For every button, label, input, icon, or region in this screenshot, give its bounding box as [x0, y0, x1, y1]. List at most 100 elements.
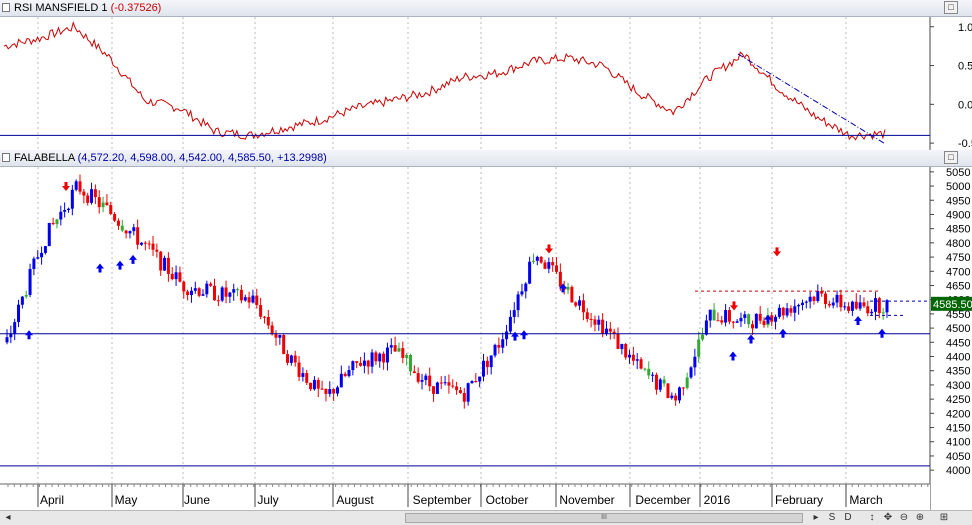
buy-arrow-icon	[511, 331, 519, 341]
candle-body	[412, 371, 416, 374]
candle-body	[347, 370, 351, 376]
candle-body	[812, 296, 816, 302]
candle-body	[51, 222, 55, 225]
candle-body	[36, 257, 40, 259]
rsi-pane-maximize-button[interactable]: □	[944, 1, 958, 14]
candle-body	[631, 354, 635, 361]
symbol-name: FALABELLA	[14, 152, 75, 164]
candle-body	[43, 246, 47, 253]
candle-body	[32, 258, 36, 270]
nav-button-s[interactable]: S	[828, 512, 836, 523]
candle-body	[862, 302, 866, 307]
candle-body	[743, 314, 747, 318]
candle-body	[877, 298, 881, 313]
price-pane-maximize-button[interactable]: □	[944, 151, 958, 164]
move-icon[interactable]: ✥	[883, 512, 893, 523]
candle-body	[143, 242, 147, 244]
candle-body	[259, 305, 263, 317]
candle-body	[155, 249, 159, 252]
candle-body	[236, 289, 240, 291]
horizontal-scrollbar[interactable]: ◂ III ▸ S D ↕ ✥ ⊖ ⊕ ⊞	[0, 510, 972, 525]
candle-body	[612, 331, 616, 334]
candle-body	[359, 362, 363, 366]
candle-body	[528, 261, 532, 284]
candle-body	[78, 181, 82, 192]
buy-arrow-icon	[779, 328, 787, 338]
candle-body	[355, 361, 359, 363]
candle-body	[704, 320, 708, 335]
candle-body	[735, 321, 739, 323]
candle-body	[854, 301, 858, 309]
candle-body	[193, 288, 197, 291]
candle-body	[727, 310, 731, 322]
candle-body	[593, 319, 597, 325]
pane-indicator-icon	[2, 153, 10, 162]
candle-body	[397, 348, 401, 352]
candle-body	[531, 260, 535, 262]
sell-arrow-icon	[545, 244, 553, 254]
candle-body	[508, 316, 512, 332]
candle-body	[70, 189, 74, 209]
candle-body	[793, 306, 797, 313]
candle-body	[870, 311, 874, 314]
candle-body	[197, 288, 201, 296]
price-axis-label: 4850	[946, 224, 970, 236]
scroll-left-icon[interactable]: ◂	[5, 512, 11, 523]
candle-body	[374, 352, 378, 362]
candle-body	[113, 213, 117, 221]
candle-body	[90, 189, 94, 203]
candle-body	[758, 313, 762, 321]
candle-body	[797, 305, 801, 307]
candle-body	[170, 273, 174, 280]
time-axis-label: September	[413, 493, 472, 507]
price-axis-label: 5050	[946, 167, 970, 179]
candle-body	[255, 295, 259, 306]
candle-body	[213, 285, 217, 301]
candle-body	[389, 345, 393, 348]
price-axis-label: 4800	[946, 238, 970, 250]
time-axis-label: July	[257, 493, 278, 507]
scrollbar-thumb[interactable]: III	[405, 513, 803, 523]
scroll-right-icon[interactable]: ▸	[813, 512, 819, 523]
zoom-out-icon[interactable]: ⊖	[899, 512, 909, 523]
candle-body	[566, 286, 570, 290]
price-plot-background	[0, 167, 930, 510]
candle-body	[351, 361, 355, 371]
candle-body	[831, 302, 835, 306]
candle-body	[159, 251, 163, 271]
zoom-in-icon[interactable]: ⊕	[915, 512, 925, 523]
candle-body	[316, 379, 320, 389]
candle-body	[335, 387, 339, 394]
candle-body	[178, 272, 182, 282]
candle-body	[243, 297, 247, 301]
candle-body	[312, 379, 316, 390]
candle-body	[689, 367, 693, 378]
candle-body	[850, 301, 854, 311]
candle-body	[47, 222, 51, 247]
candle-body	[662, 379, 666, 384]
time-axis-label: 2016	[704, 493, 731, 507]
candle-body	[827, 304, 831, 306]
candle-body	[228, 292, 232, 297]
candle-body	[24, 295, 28, 297]
candle-body	[82, 191, 86, 196]
candle-body	[670, 395, 674, 399]
candle-body	[720, 320, 724, 323]
candle-body	[674, 395, 678, 401]
layout-icon[interactable]: ⊞	[939, 512, 949, 523]
candle-body	[305, 373, 309, 383]
nav-button-d[interactable]: D	[844, 512, 852, 523]
candle-body	[677, 387, 681, 401]
candle-body	[97, 197, 101, 208]
candle-body	[497, 344, 501, 348]
candle-body	[293, 355, 297, 363]
vertical-scale-icon[interactable]: ↕	[869, 512, 875, 523]
buy-arrow-icon	[747, 334, 755, 344]
candle-body	[66, 208, 70, 210]
candle-body	[420, 380, 424, 382]
buy-arrow-icon	[878, 328, 886, 338]
buy-arrow-icon	[854, 316, 862, 325]
candle-body	[681, 387, 685, 389]
candle-body	[747, 314, 751, 325]
candle-body	[835, 294, 839, 303]
